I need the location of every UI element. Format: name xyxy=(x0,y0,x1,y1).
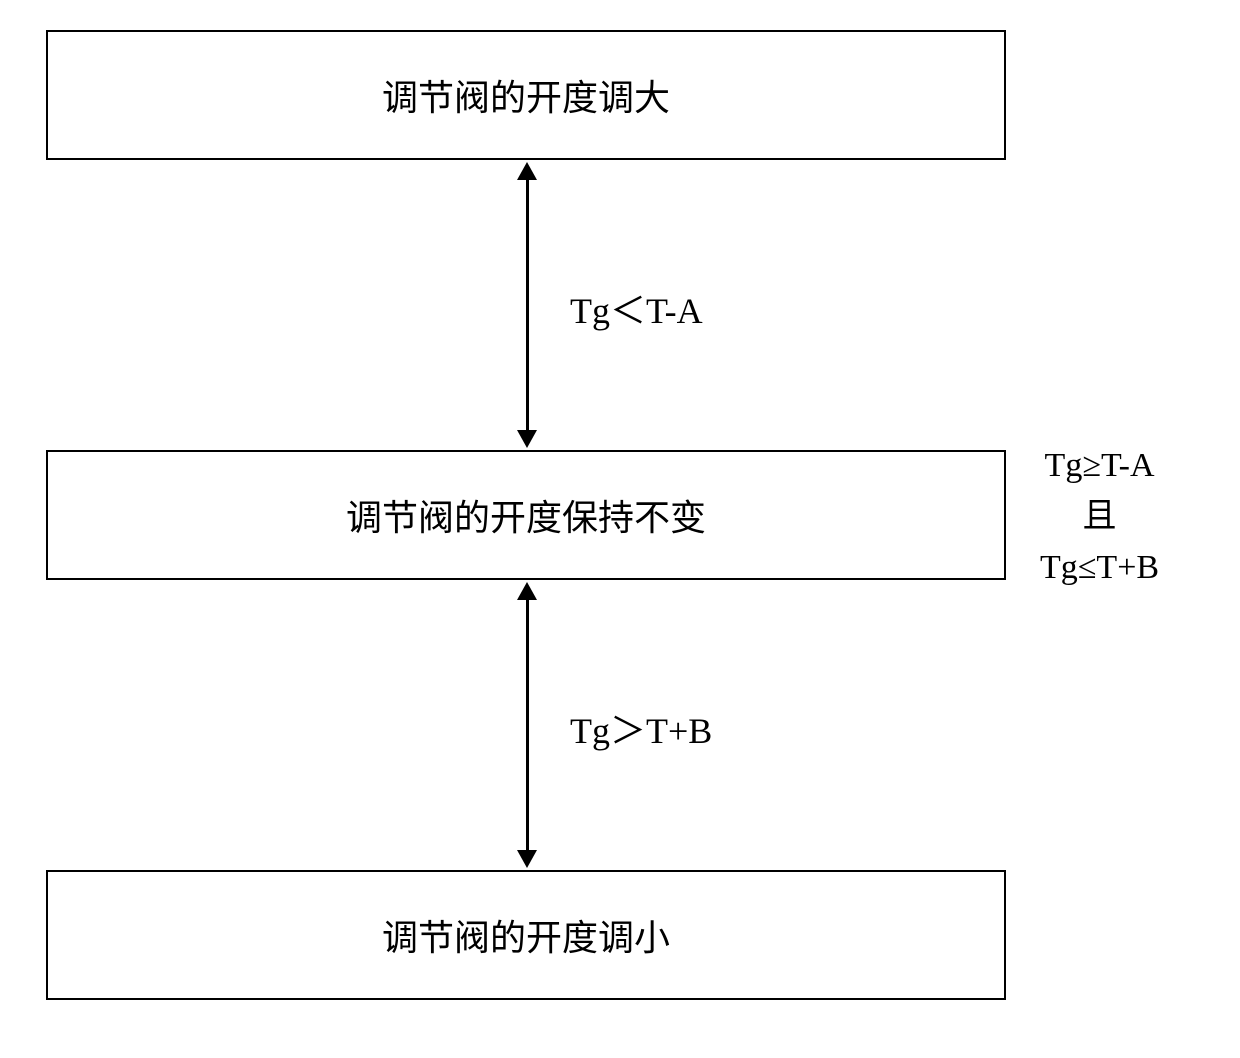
arrow-head-down-1 xyxy=(517,430,537,448)
side-label-line3: Tg≤T+B xyxy=(1040,542,1159,593)
condition-label-1: Tg＜T-A xyxy=(570,282,703,334)
box-middle: 调节阀的开度保持不变 xyxy=(46,450,1006,580)
condition-label-2: Tg＞T+B xyxy=(570,702,712,754)
side-label: Tg≥T-A 且 Tg≤T+B xyxy=(1040,440,1159,593)
box-bottom: 调节阀的开度调小 xyxy=(46,870,1006,1000)
box-middle-text: 调节阀的开度保持不变 xyxy=(346,489,706,541)
side-label-line2: 且 xyxy=(1040,491,1159,542)
box-top: 调节阀的开度调大 xyxy=(46,30,1006,160)
arrow-line-2 xyxy=(526,598,529,852)
side-label-line1: Tg≥T-A xyxy=(1040,440,1159,491)
arrow-line-1 xyxy=(526,178,529,432)
arrow-head-down-2 xyxy=(517,850,537,868)
box-bottom-text: 调节阀的开度调小 xyxy=(382,909,670,961)
box-top-text: 调节阀的开度调大 xyxy=(382,69,670,121)
